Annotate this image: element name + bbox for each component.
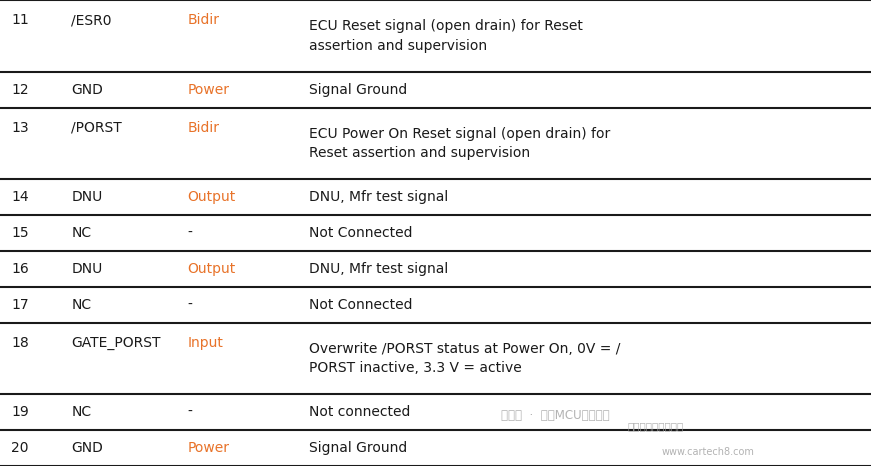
Text: 公众号  ·  汽车MCU软件设计: 公众号 · 汽车MCU软件设计	[501, 409, 610, 422]
Text: 16: 16	[11, 262, 29, 276]
Text: DNU, Mfr test signal: DNU, Mfr test signal	[309, 262, 449, 276]
Text: DNU, Mfr test signal: DNU, Mfr test signal	[309, 190, 449, 204]
Text: 20: 20	[11, 441, 29, 455]
Text: Power: Power	[187, 441, 229, 455]
Text: DNU: DNU	[71, 190, 103, 204]
Text: NC: NC	[71, 226, 91, 240]
Text: -: -	[187, 226, 192, 240]
Text: Not Connected: Not Connected	[309, 226, 413, 240]
Text: Input: Input	[187, 336, 223, 350]
Text: 13: 13	[11, 121, 29, 135]
Text: Bidir: Bidir	[187, 121, 219, 135]
Text: ECU Power On Reset signal (open drain) for
Reset assertion and supervision: ECU Power On Reset signal (open drain) f…	[309, 127, 611, 160]
Text: /ESR0: /ESR0	[71, 13, 111, 27]
Text: Power: Power	[187, 82, 229, 96]
Text: Bidir: Bidir	[187, 13, 219, 27]
Text: Signal Ground: Signal Ground	[309, 441, 408, 455]
Text: NC: NC	[71, 405, 91, 419]
Text: 12: 12	[11, 82, 29, 96]
Text: /PORST: /PORST	[71, 121, 122, 135]
Text: GATE_PORST: GATE_PORST	[71, 336, 161, 350]
Text: 14: 14	[11, 190, 29, 204]
Text: Overwrite /PORST status at Power On, 0V = /
PORST inactive, 3.3 V = active: Overwrite /PORST status at Power On, 0V …	[309, 342, 620, 375]
Text: 19: 19	[11, 405, 29, 419]
Text: www.cartech8.com: www.cartech8.com	[662, 447, 755, 457]
Text: -: -	[187, 405, 192, 419]
Text: Output: Output	[187, 262, 235, 276]
Text: Signal Ground: Signal Ground	[309, 82, 408, 96]
Text: GND: GND	[71, 441, 104, 455]
Text: DNU: DNU	[71, 262, 103, 276]
Text: -: -	[187, 298, 192, 312]
Text: 中国汽车工程师之家: 中国汽车工程师之家	[627, 422, 684, 432]
Text: 18: 18	[11, 336, 29, 350]
Text: 15: 15	[11, 226, 29, 240]
Text: Output: Output	[187, 190, 235, 204]
Text: Not connected: Not connected	[309, 405, 410, 419]
Text: ECU Reset signal (open drain) for Reset
assertion and supervision: ECU Reset signal (open drain) for Reset …	[309, 19, 583, 53]
Text: Not Connected: Not Connected	[309, 298, 413, 312]
Text: 17: 17	[11, 298, 29, 312]
Text: NC: NC	[71, 298, 91, 312]
Text: GND: GND	[71, 82, 104, 96]
Text: 11: 11	[11, 13, 29, 27]
